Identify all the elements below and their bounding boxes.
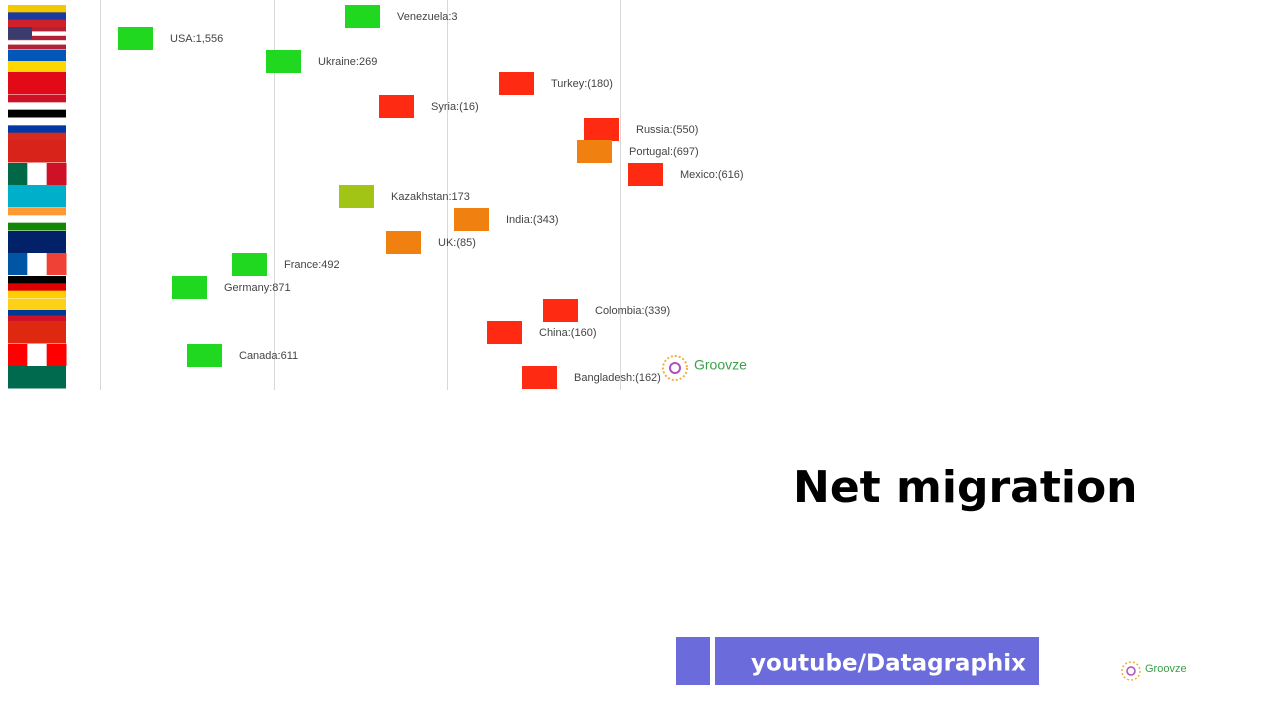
row-label: Colombia:(339) [595,305,670,317]
row-label: Russia:(550) [636,124,698,136]
row-label: Mexico:(616) [680,169,744,181]
flag-stripe [8,109,66,118]
marker [345,5,380,28]
marker [454,208,489,231]
row-label: China:(160) [539,327,596,339]
flag-stripe [8,118,66,126]
logo-text: Groovze [694,357,747,373]
logo-icon [1126,666,1136,676]
flag-stripe [8,283,66,292]
flag-stripe [8,344,28,366]
marker [499,72,534,95]
rows: Venezuela:3 USA:1,556 Ukraine:269 Turkey:(1… [118,5,744,389]
flag-stripe [46,163,67,185]
flag-stripe [8,321,66,344]
flag-stripe [46,253,67,275]
title: Net migration [793,462,1138,513]
row-label: France:492 [284,259,340,271]
logo-text: Groovze [1145,663,1187,675]
flag-stripe [27,163,48,185]
flag-stripe [27,344,48,366]
flag-stripe [8,315,66,322]
row-label: Canada:611 [239,350,298,362]
marker [577,140,612,163]
marker [187,344,222,367]
marker [232,253,267,276]
flag-stripe [8,163,28,185]
flag-stripe [8,231,66,254]
flag-stripe [8,290,66,299]
logo-small: Groovze [1121,661,1187,681]
flag-stripe [46,344,67,366]
row-label: Turkey:(180) [551,78,613,90]
row-label: Venezuela:3 [397,11,458,23]
marker [522,366,557,389]
flag-stripe [8,44,66,50]
marker [628,163,663,186]
banner [715,637,1039,685]
flag-stripe [8,208,66,216]
flag-stripe [8,276,66,284]
flag-stripe [8,222,66,231]
row-label: Germany:871 [224,282,291,294]
row-label: Ukraine:269 [318,56,377,68]
row-label: USA:1,556 [170,33,223,45]
flag-stripe [8,61,66,73]
row-label: Bangladesh:(162) [574,372,661,384]
logo-icon [669,362,681,374]
flags [8,5,67,389]
row-label: UK:(85) [438,237,476,249]
flag-stripe [8,27,66,32]
banner-text: youtube/Datagraphix [751,651,1026,677]
row-label: Syria:(16) [431,101,479,113]
marker [118,27,153,50]
flag-stripe [8,185,66,208]
flag-stripe [8,12,66,21]
marker [266,50,301,73]
flag-stripe [8,31,66,37]
flag-stripe [8,35,66,41]
flag-stripe [8,95,66,103]
flag-stripe [8,140,66,163]
logo-icon [1121,661,1141,681]
banner-accent [676,637,710,685]
flag-stripe [8,72,66,95]
flag-stripe [8,132,66,141]
flag-stripe [8,50,66,62]
marker [386,231,421,254]
flag-stripe [27,253,48,275]
row-label: Kazakhstan:173 [391,191,470,203]
marker [584,118,619,141]
flag-stripe [8,5,66,13]
logo: Groovze [662,355,747,381]
flag-stripe [8,215,66,224]
flag-stripe [8,366,66,389]
marker [339,185,374,208]
marker [543,299,578,322]
flag-stripe [8,310,66,316]
flag-stripe [8,253,28,275]
flag-stripe [8,304,66,311]
flag-stripe [8,299,66,305]
row-label: Portugal:(697) [629,146,699,158]
flag-stripe [8,102,66,111]
marker [172,276,207,299]
flag-stripe [8,125,66,134]
row-label: India:(343) [506,214,559,226]
flag-canton [8,27,32,39]
flag-stripe [8,19,66,28]
flag-stripe [8,40,66,46]
marker [487,321,522,344]
logo-icon [662,355,688,381]
marker [379,95,414,118]
